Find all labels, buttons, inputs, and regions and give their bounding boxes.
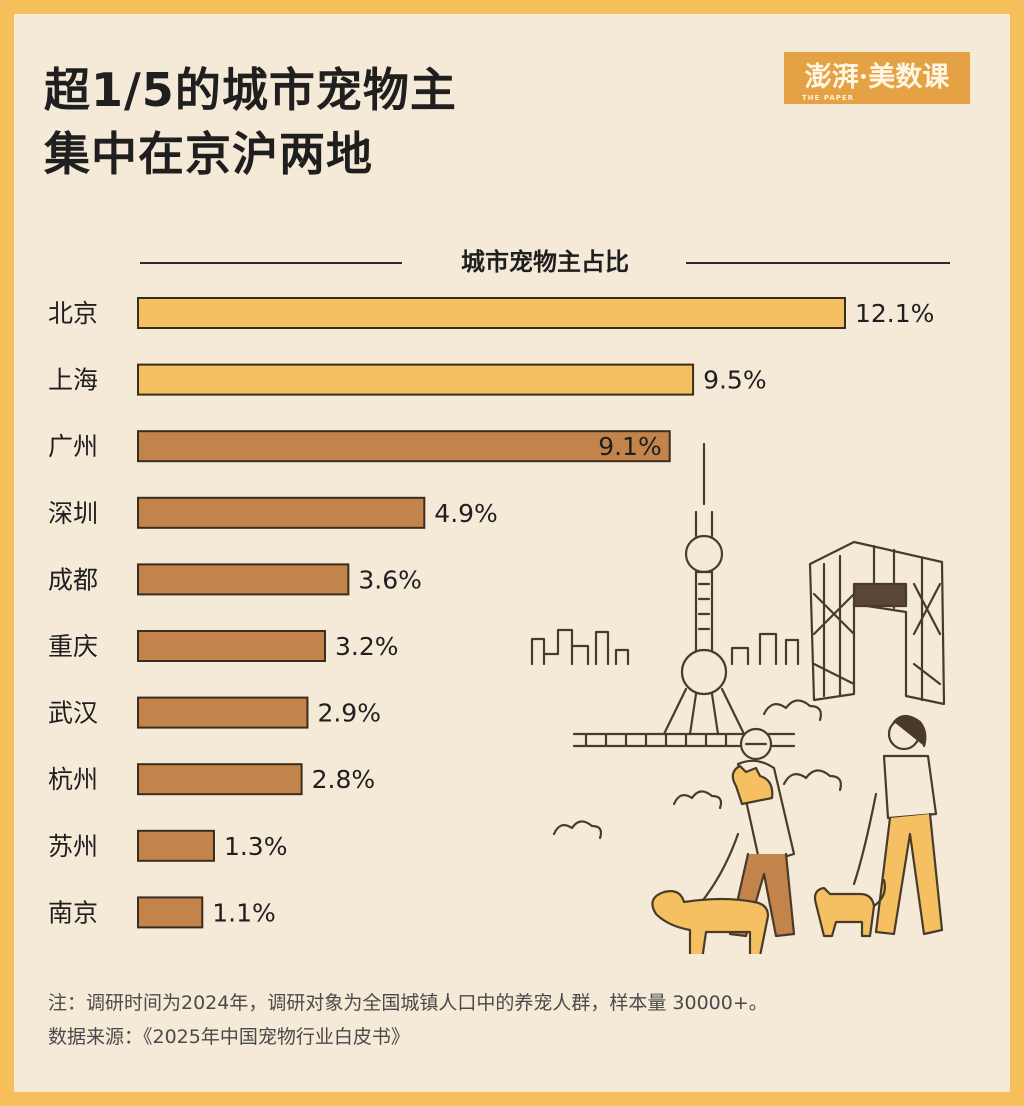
value-label: 2.9% bbox=[317, 699, 381, 728]
title-line-1: 超1/5的城市宠物主 bbox=[44, 63, 457, 117]
value-label: 1.3% bbox=[224, 832, 288, 861]
bar bbox=[137, 829, 215, 862]
footnote: 注：调研时间为2024年，调研对象为全国城镇人口中的养宠人群，样本量 30000… bbox=[48, 986, 998, 1054]
category-label: 上海 bbox=[48, 366, 98, 395]
bar bbox=[137, 763, 303, 796]
value-label: 1.1% bbox=[212, 898, 276, 927]
value-label: 9.5% bbox=[703, 366, 767, 395]
value-label: 9.1% bbox=[598, 432, 662, 461]
bar bbox=[137, 430, 671, 463]
category-label: 深圳 bbox=[48, 499, 98, 528]
chart-title-rule-left bbox=[140, 262, 402, 264]
title-line-2: 集中在京沪两地 bbox=[44, 127, 373, 181]
brand-logo-subtext: THE PAPER bbox=[802, 94, 855, 102]
bar bbox=[137, 297, 846, 329]
category-label: 苏州 bbox=[48, 832, 98, 861]
chart-card: 超1/5的城市宠物主 集中在京沪两地 澎湃·美数课 THE PAPER 城市宠物… bbox=[14, 14, 1010, 1092]
note-text: 注：调研时间为2024年，调研对象为全国城镇人口中的养宠人群，样本量 30000… bbox=[48, 992, 768, 1014]
value-label: 12.1% bbox=[855, 299, 934, 328]
category-label: 广州 bbox=[48, 432, 98, 461]
value-label: 3.2% bbox=[335, 632, 399, 661]
bar bbox=[137, 496, 426, 529]
bar bbox=[137, 363, 695, 396]
bar-chart: 北京 12.1% 上海 9.5% 广州 9.1% 深圳 4.9% 成都 3.6% 重庆 3.2% 武汉 2… bbox=[48, 297, 934, 929]
chart-title: 城市宠物主占比 bbox=[461, 248, 629, 276]
value-label: 3.6% bbox=[358, 565, 422, 594]
category-label: 南京 bbox=[48, 898, 98, 927]
value-label: 2.8% bbox=[312, 765, 376, 794]
value-label: 4.9% bbox=[434, 499, 498, 528]
chart-title-rule-right bbox=[686, 262, 950, 264]
page-title: 超1/5的城市宠物主 集中在京沪两地 bbox=[44, 58, 457, 186]
brand-logo: 澎湃·美数课 THE PAPER bbox=[784, 52, 970, 104]
bar bbox=[137, 896, 204, 929]
bar bbox=[137, 630, 326, 662]
category-label: 重庆 bbox=[48, 632, 98, 661]
chart-title-bar: 城市宠物主占比 bbox=[140, 244, 950, 280]
category-label: 武汉 bbox=[48, 699, 98, 728]
bar bbox=[137, 696, 309, 729]
category-label: 北京 bbox=[48, 299, 98, 328]
bar bbox=[137, 563, 350, 596]
source-text: 数据来源：《2025年中国宠物行业白皮书》 bbox=[48, 1026, 410, 1048]
category-label: 成都 bbox=[48, 565, 98, 594]
category-label: 杭州 bbox=[48, 765, 98, 794]
brand-logo-text: 澎湃·美数课 bbox=[804, 62, 950, 93]
city-pets-illustration bbox=[530, 442, 946, 954]
